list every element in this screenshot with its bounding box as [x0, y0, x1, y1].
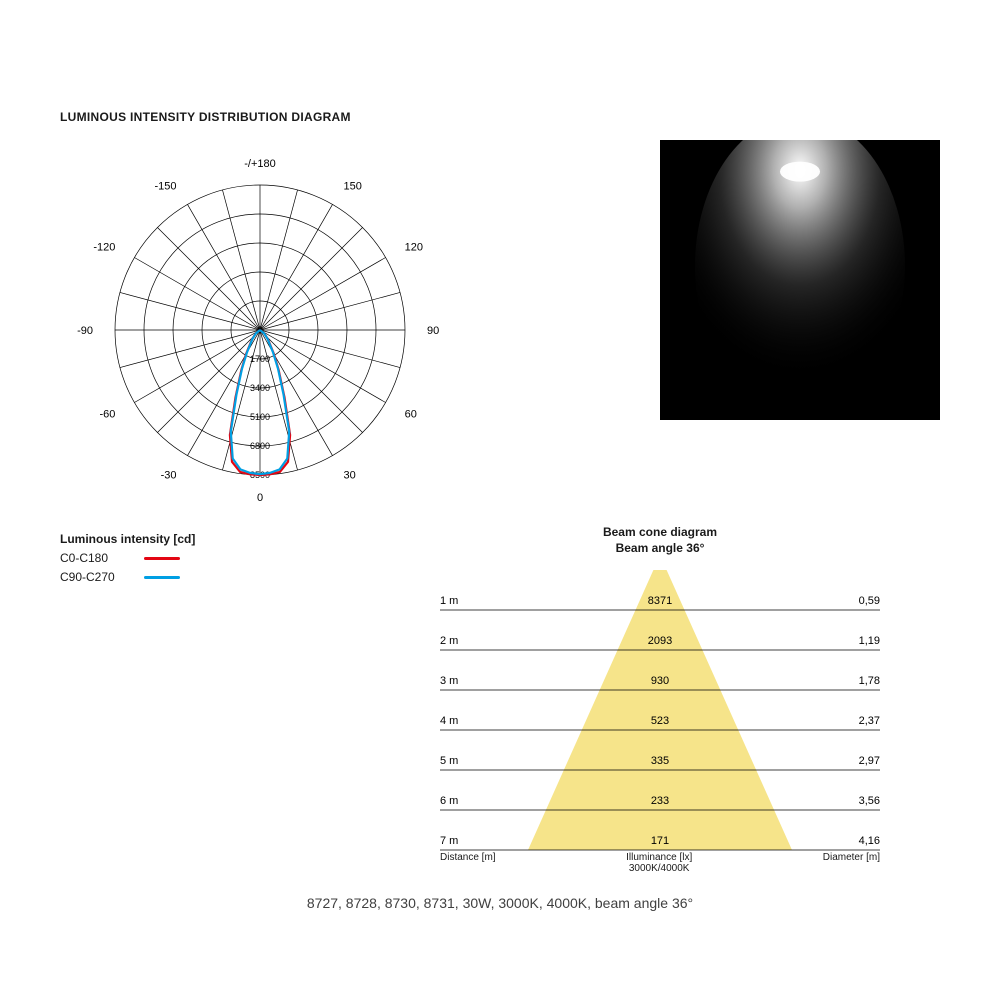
cone-footer-mid1: Illuminance [lx]: [626, 852, 692, 863]
svg-text:930: 930: [651, 675, 669, 687]
svg-text:3 m: 3 m: [440, 675, 458, 687]
cone-title: Beam cone diagram Beam angle 36°: [440, 525, 880, 556]
svg-text:7 m: 7 m: [440, 835, 458, 847]
svg-text:2,97: 2,97: [859, 755, 880, 767]
cone-footer-left: Distance [m]: [440, 852, 496, 874]
cone-footer-mid2: 3000K/4000K: [626, 863, 692, 874]
svg-text:3400: 3400: [250, 383, 270, 393]
svg-text:171: 171: [651, 835, 669, 847]
legend-label: C0-C180: [60, 549, 130, 568]
svg-text:120: 120: [405, 242, 423, 254]
cone-title-1: Beam cone diagram: [440, 525, 880, 541]
legend-item: C0-C180: [60, 549, 195, 568]
svg-text:233: 233: [651, 795, 669, 807]
svg-text:1700: 1700: [250, 354, 270, 364]
svg-text:90: 90: [427, 325, 439, 337]
polar-diagram: -/+180-150150-120120-9090-6060-303000170…: [60, 140, 460, 520]
svg-text:4,16: 4,16: [859, 835, 880, 847]
svg-text:1,19: 1,19: [859, 635, 880, 647]
beam-photo: [660, 140, 940, 420]
legend-swatch: [144, 576, 180, 579]
svg-text:335: 335: [651, 755, 669, 767]
svg-text:1,78: 1,78: [859, 675, 880, 687]
svg-text:-90: -90: [77, 325, 93, 337]
svg-text:0: 0: [257, 492, 263, 504]
legend: Luminous intensity [cd] C0-C180C90-C270: [60, 530, 195, 588]
legend-item: C90-C270: [60, 568, 195, 587]
svg-text:-60: -60: [99, 409, 115, 421]
svg-text:60: 60: [405, 409, 417, 421]
svg-text:5 m: 5 m: [440, 755, 458, 767]
svg-text:6800: 6800: [250, 441, 270, 451]
svg-text:2093: 2093: [648, 635, 672, 647]
cone-title-2: Beam angle 36°: [440, 541, 880, 557]
page-title: LUMINOUS INTENSITY DISTRIBUTION DIAGRAM: [60, 110, 940, 124]
svg-text:-120: -120: [93, 242, 115, 254]
svg-text:6 m: 6 m: [440, 795, 458, 807]
svg-text:-30: -30: [161, 470, 177, 482]
svg-text:30: 30: [344, 470, 356, 482]
svg-text:8371: 8371: [648, 595, 672, 607]
svg-text:1 m: 1 m: [440, 595, 458, 607]
svg-text:4 m: 4 m: [440, 715, 458, 727]
beam-cone-diagram: 1 m 8371 0,59 2 m 2093 1,19 3 m 930 1,78 4 m 523 2,…: [440, 570, 880, 870]
legend-title: Luminous intensity [cd]: [60, 530, 195, 549]
svg-text:-/+180: -/+180: [244, 158, 276, 170]
svg-text:2 m: 2 m: [440, 635, 458, 647]
svg-text:0,59: 0,59: [859, 595, 880, 607]
svg-text:3,56: 3,56: [859, 795, 880, 807]
caption: 8727, 8728, 8730, 8731, 30W, 3000K, 4000…: [0, 895, 1000, 911]
legend-label: C90-C270: [60, 568, 130, 587]
svg-text:-150: -150: [154, 180, 176, 192]
svg-text:5100: 5100: [250, 412, 270, 422]
cone-footer-right: Diameter [m]: [823, 852, 880, 874]
cone-footers: Distance [m] Illuminance [lx] 3000K/4000…: [440, 852, 880, 874]
svg-text:523: 523: [651, 715, 669, 727]
svg-text:150: 150: [344, 180, 362, 192]
legend-swatch: [144, 557, 180, 560]
svg-text:2,37: 2,37: [859, 715, 880, 727]
